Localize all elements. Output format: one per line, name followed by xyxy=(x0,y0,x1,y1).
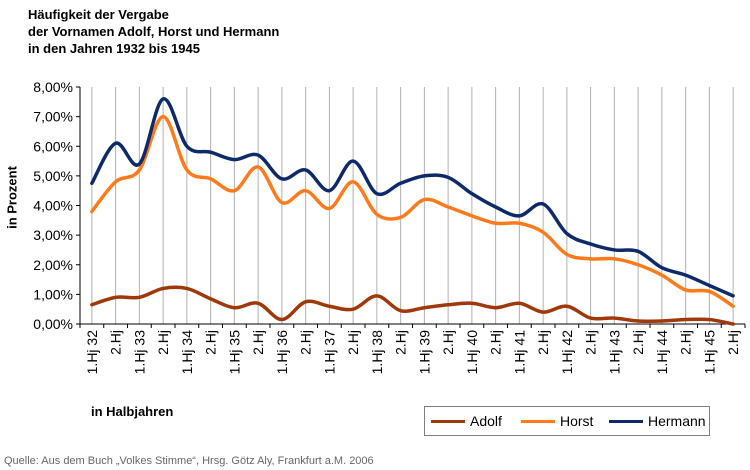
x-tick-label: 1.Hj 33 xyxy=(131,330,147,375)
series-line-hermann xyxy=(90,97,735,298)
x-tick-label: 2.Hj xyxy=(440,330,456,355)
x-tick-label: 2.Hj xyxy=(155,330,171,355)
y-tick-label: 8,00% xyxy=(33,79,73,95)
legend: Adolf Horst Hermann xyxy=(424,406,710,436)
title-line-2: der Vornamen Adolf, Horst und Hermann xyxy=(28,24,280,39)
series-line-horst xyxy=(90,114,735,308)
x-tick-label: 2.Hj xyxy=(393,330,409,355)
legend-label-adolf: Adolf xyxy=(470,413,502,429)
x-tick-label: 1.Hj 38 xyxy=(369,330,385,375)
x-tick-label: 2.Hj xyxy=(108,330,124,355)
x-tick-label: 1.Hj 39 xyxy=(416,330,432,375)
x-tick-label: 2.Hj xyxy=(535,330,551,355)
x-tick-label: 2.Hj xyxy=(203,330,219,355)
legend-item-adolf: Adolf xyxy=(431,411,502,431)
x-tick-label: 1.Hj 32 xyxy=(84,330,100,375)
title-line-3: in den Jahren 1932 bis 1945 xyxy=(28,41,200,56)
source-note: Quelle: Aus dem Buch „Volkes Stimme“, Hr… xyxy=(4,455,374,467)
x-tick-label: 2.Hj xyxy=(250,330,266,355)
legend-item-hermann: Hermann xyxy=(609,411,706,431)
y-tick-label: 0,00% xyxy=(33,316,73,332)
x-tick-label: 2.Hj xyxy=(630,330,646,355)
x-tick-label: 1.Hj 34 xyxy=(179,330,195,375)
x-tick-label: 1.Hj 42 xyxy=(559,330,575,375)
x-axis-label: in Halbjahren xyxy=(91,404,174,419)
x-tick-label: 1.Hj 36 xyxy=(274,330,290,375)
x-tick-label: 2.Hj xyxy=(488,330,504,355)
y-tick-label: 5,00% xyxy=(33,168,73,184)
x-tick-label: 2.Hj xyxy=(725,330,741,355)
title-line-1: Häufigkeit der Vergabe xyxy=(28,7,169,22)
x-tick-label: 2.Hj xyxy=(678,330,694,355)
legend-label-hermann: Hermann xyxy=(648,413,706,429)
series-line-adolf xyxy=(90,285,735,326)
y-tick-label: 2,00% xyxy=(33,257,73,273)
x-tick-label: 1.Hj 37 xyxy=(321,330,337,375)
legend-swatch-adolf xyxy=(431,419,465,423)
y-tick-label: 6,00% xyxy=(33,138,73,154)
x-tick-label: 1.Hj 41 xyxy=(511,330,527,375)
x-tick-label: 1.Hj 35 xyxy=(226,330,242,375)
x-tick-label: 1.Hj 40 xyxy=(464,330,480,375)
x-tick-label: 2.Hj xyxy=(345,330,361,355)
legend-swatch-horst xyxy=(521,419,555,423)
y-tick-label: 7,00% xyxy=(33,109,73,125)
y-tick-label: 4,00% xyxy=(33,198,73,214)
y-axis-label: in Prozent xyxy=(4,166,20,229)
legend-item-horst: Horst xyxy=(521,411,593,431)
x-tick-label: 1.Hj 43 xyxy=(606,330,622,375)
y-tick-label: 3,00% xyxy=(33,227,73,243)
y-tick-label: 1,00% xyxy=(33,286,73,302)
legend-swatch-hermann xyxy=(609,419,643,423)
x-tick-label: 1.Hj 44 xyxy=(654,330,670,375)
legend-label-horst: Horst xyxy=(560,413,594,429)
x-tick-label: 1.Hj 45 xyxy=(701,330,717,375)
x-tick-label: 2.Hj xyxy=(298,330,314,355)
chart-title: Häufigkeit der Vergabe der Vornamen Adol… xyxy=(28,6,279,57)
x-tick-label: 2.Hj xyxy=(583,330,599,355)
